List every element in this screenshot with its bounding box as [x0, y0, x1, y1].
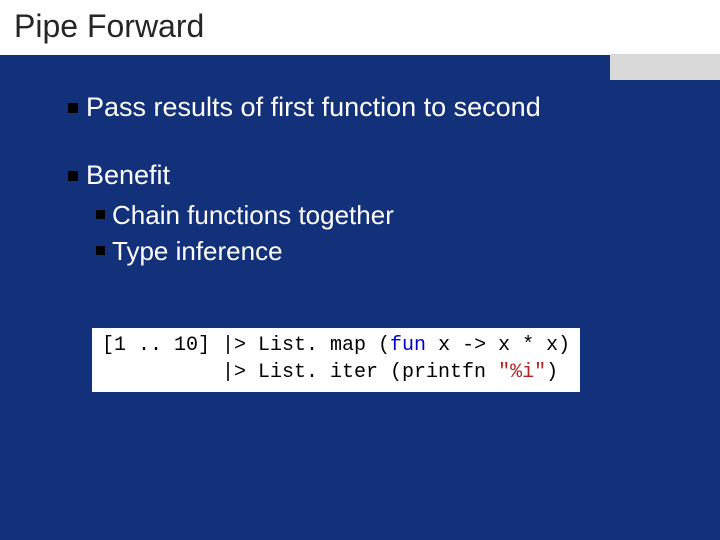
- bullet-text: Pass results of first function to second: [86, 91, 541, 125]
- code-block: [1 .. 10] |> List. map (fun x -> x * x) …: [92, 328, 580, 392]
- bullet-text: Benefit: [86, 159, 170, 193]
- bullet-square-icon: [68, 171, 78, 181]
- bullet-square-icon: [68, 103, 78, 113]
- bullet-l1: Pass results of first function to second: [68, 91, 670, 125]
- slide-content: Pass results of first function to second…: [0, 55, 720, 392]
- bullet-square-icon: [96, 246, 105, 255]
- bullet-l1: Benefit: [68, 159, 670, 193]
- code-string: "%i": [498, 361, 546, 384]
- accent-block: [610, 54, 720, 80]
- code-keyword: fun: [390, 334, 426, 357]
- bullet-text: Chain functions together: [112, 199, 394, 232]
- slide-title: Pipe Forward: [14, 8, 706, 45]
- title-bar: Pipe Forward: [0, 0, 720, 55]
- bullet-l2: Type inference: [96, 235, 670, 268]
- bullet-l2: Chain functions together: [96, 199, 670, 232]
- code-seg: |> List. iter (printfn: [102, 361, 498, 384]
- bullet-square-icon: [96, 210, 105, 219]
- code-seg: x -> x * x): [426, 334, 570, 357]
- bullet-text: Type inference: [112, 235, 283, 268]
- code-seg: [1 .. 10] |> List. map (: [102, 334, 390, 357]
- code-seg: ): [546, 361, 558, 384]
